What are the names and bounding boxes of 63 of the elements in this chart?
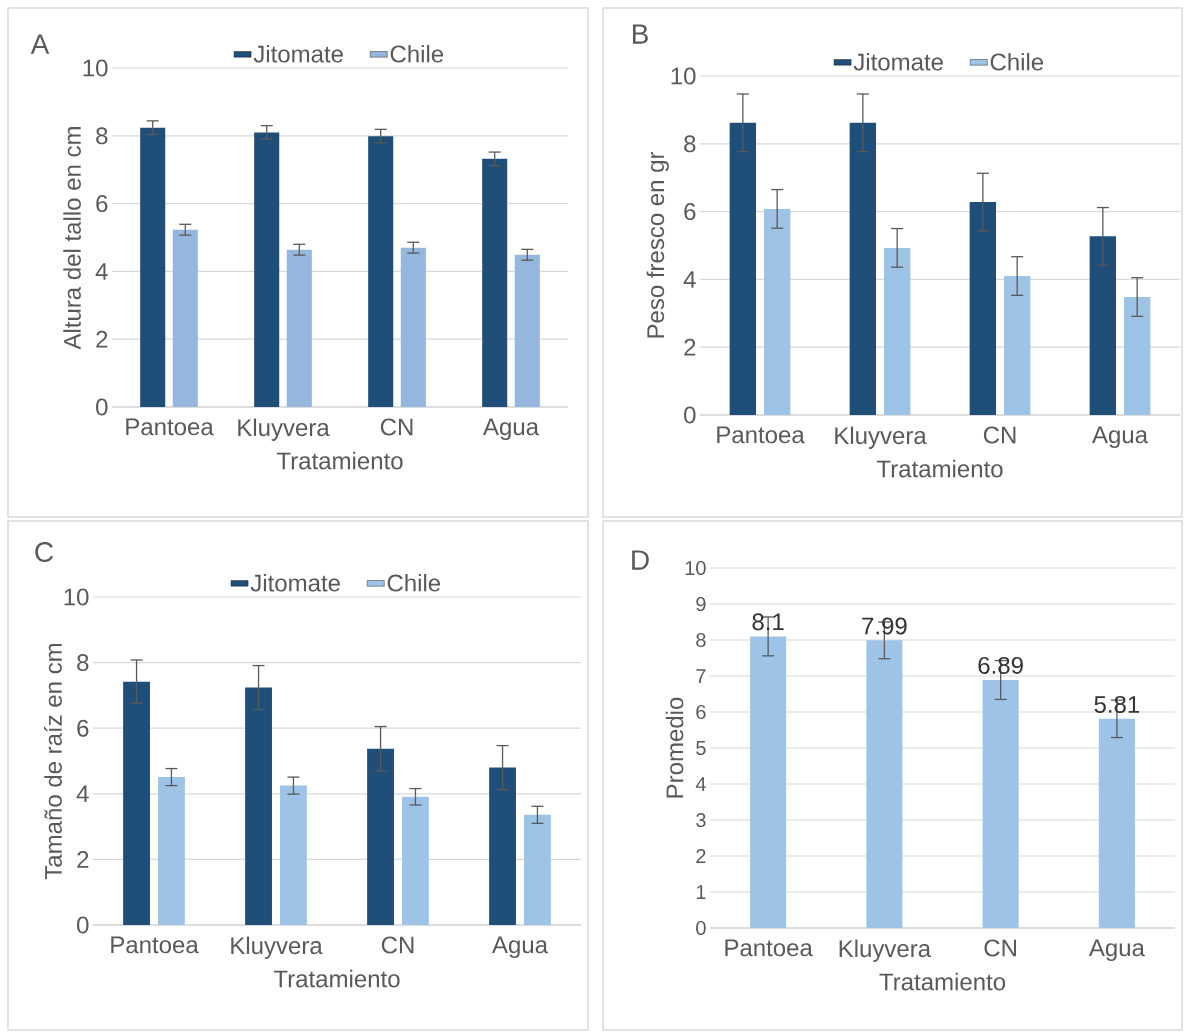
chart-title: D bbox=[632, 550, 649, 570]
x-axis-title: Tratamiento bbox=[273, 969, 400, 988]
x-tick-label: Agua bbox=[492, 936, 549, 959]
y-tick-label: 9 bbox=[696, 596, 706, 612]
x-tick-label: CN bbox=[380, 418, 413, 436]
y-axis-title: Altura del tallo en cm bbox=[63, 127, 81, 350]
y-tick-label: 6 bbox=[77, 719, 89, 737]
y-tick-label: 7 bbox=[696, 669, 706, 683]
y-tick-label: 8 bbox=[696, 632, 706, 648]
x-tick-label: Agua bbox=[483, 418, 540, 441]
legend-label: Jitomate bbox=[253, 44, 343, 63]
y-tick-label: 8 bbox=[684, 135, 696, 153]
x-axis-title: Tratamiento bbox=[276, 451, 403, 470]
chart-title: A bbox=[30, 34, 50, 54]
y-tick-label: 6 bbox=[96, 195, 108, 213]
y-tick-label: 4 bbox=[76, 785, 89, 803]
y-tick-label: 6 bbox=[684, 203, 696, 221]
y-tick-label: 3 bbox=[696, 812, 706, 828]
x-tick-label: Pantoea bbox=[111, 936, 199, 954]
x-tick-label: Pantoea bbox=[725, 939, 813, 957]
y-tick-label: 10 bbox=[671, 67, 696, 85]
y-tick-label: 0 bbox=[696, 920, 706, 936]
legend-label: Jitomate bbox=[250, 573, 340, 592]
x-tick-label: Kluyvera bbox=[231, 936, 323, 959]
y-axis-title: Tamaño de raíz en cm bbox=[44, 643, 62, 880]
y-tick-label: 10 bbox=[685, 560, 706, 576]
y-tick-label: 4 bbox=[95, 263, 108, 280]
legend-label: Chile bbox=[390, 44, 444, 63]
y-tick-label: 4 bbox=[695, 777, 706, 791]
x-tick-label: CN bbox=[983, 426, 1016, 444]
y-axis-title: Peso fresco en gr bbox=[646, 151, 669, 338]
x-tick-label: Pantoea bbox=[126, 418, 214, 436]
legend-label: Jitomate bbox=[853, 52, 943, 71]
legend-label: Chile bbox=[990, 52, 1044, 71]
y-tick-label: 2 bbox=[684, 338, 696, 356]
y-tick-label: 0 bbox=[77, 916, 89, 934]
y-axis-title: Promedio bbox=[665, 697, 684, 798]
y-tick-label: 2 bbox=[96, 330, 108, 348]
y-tick-label: 0 bbox=[684, 406, 696, 424]
y-tick-label: 5 bbox=[696, 741, 706, 755]
x-tick-label: Agua bbox=[1092, 426, 1149, 449]
x-tick-label: Pantoea bbox=[717, 426, 805, 444]
x-tick-label: Kluyvera bbox=[839, 939, 932, 962]
y-tick-label: 8 bbox=[77, 654, 89, 672]
x-tick-label: Kluyvera bbox=[835, 426, 927, 449]
y-tick-label: 6 bbox=[696, 704, 706, 720]
y-tick-label: 8 bbox=[96, 127, 108, 145]
y-tick-label: 1 bbox=[696, 885, 706, 899]
x-tick-label: Agua bbox=[1088, 939, 1145, 962]
x-tick-label: CN bbox=[984, 939, 1016, 957]
x-tick-label: Kluyvera bbox=[238, 418, 330, 441]
y-tick-label: 2 bbox=[77, 851, 89, 868]
y-tick-label: 10 bbox=[83, 59, 108, 77]
y-tick-label: 10 bbox=[64, 588, 89, 606]
chart-title: B bbox=[632, 24, 648, 44]
y-tick-label: 4 bbox=[683, 271, 696, 288]
y-tick-label: 2 bbox=[696, 849, 706, 863]
x-tick-label: CN bbox=[381, 936, 414, 954]
chart-title: C bbox=[35, 542, 54, 562]
x-axis-title: Tratamiento bbox=[879, 972, 1006, 991]
x-axis-title: Tratamiento bbox=[876, 459, 1003, 478]
legend-label: Chile bbox=[387, 573, 441, 592]
y-tick-label: 0 bbox=[96, 398, 108, 416]
